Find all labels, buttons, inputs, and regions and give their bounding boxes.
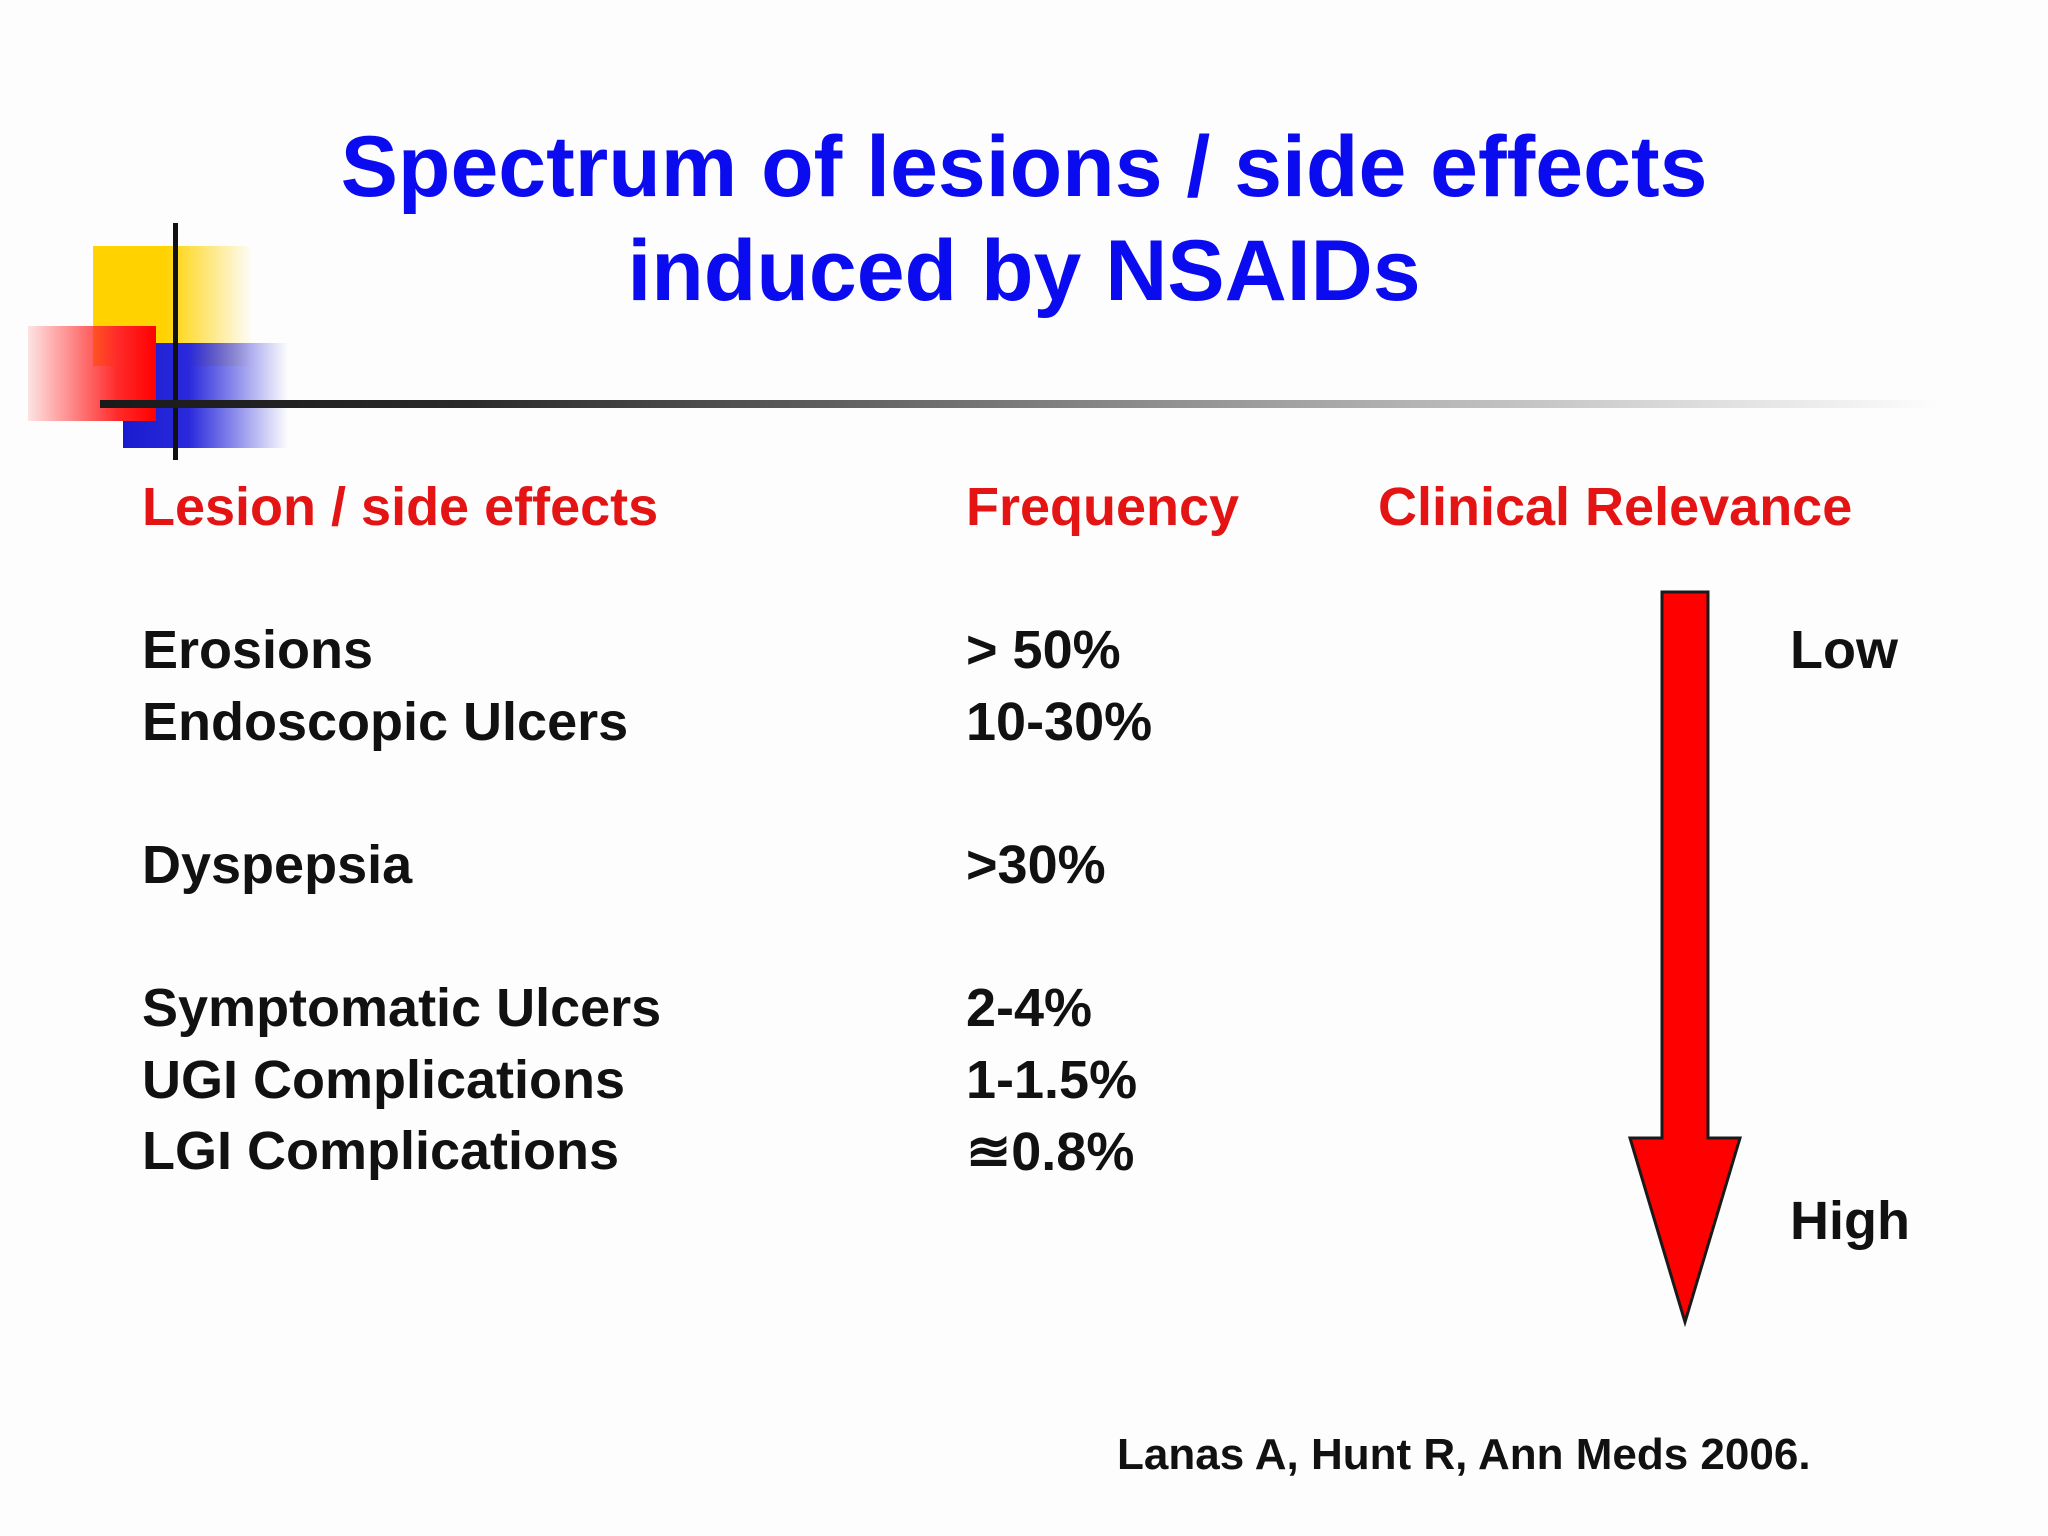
down-arrow-icon	[1627, 590, 1743, 1328]
lesion-endoscopic-ulcers: Endoscopic Ulcers	[142, 692, 629, 752]
decorative-squares	[0, 0, 300, 470]
relevance-low-label: Low	[1790, 620, 1898, 680]
lesion-dyspepsia: Dyspepsia	[142, 835, 413, 895]
frequency-ugi-complications: 1-1.5%	[966, 1050, 1138, 1110]
lesion-symptomatic-ulcers: Symptomatic Ulcers	[142, 978, 662, 1038]
frequency-endoscopic-ulcers: 10-30%	[966, 692, 1153, 752]
frequency-lgi-complications: ≊0.8%	[966, 1122, 1135, 1182]
frequency-dyspepsia: >30%	[966, 835, 1106, 895]
slide-title: Spectrum of lesions / side effects induc…	[0, 115, 2048, 323]
header-clinical-relevance: Clinical Relevance	[1378, 477, 1853, 537]
lesion-lgi-complications: LGI Complications	[142, 1121, 620, 1181]
frequency-erosions: > 50%	[966, 620, 1121, 680]
vertical-rule	[173, 223, 178, 460]
arrow-shape	[1627, 590, 1743, 1328]
title-line-2: induced by NSAIDs	[627, 223, 1421, 319]
relevance-high-label: High	[1790, 1191, 1910, 1251]
frequency-symptomatic-ulcers: 2-4%	[966, 978, 1093, 1038]
citation: Lanas A, Hunt R, Ann Meds 2006.	[1117, 1430, 1811, 1479]
header-lesion: Lesion / side effects	[142, 477, 659, 537]
lesion-erosions: Erosions	[142, 620, 374, 680]
lesion-ugi-complications: UGI Complications	[142, 1050, 626, 1110]
horizontal-rule	[100, 400, 1940, 408]
title-line-1: Spectrum of lesions / side effects	[340, 119, 1708, 215]
header-frequency: Frequency	[966, 477, 1240, 537]
